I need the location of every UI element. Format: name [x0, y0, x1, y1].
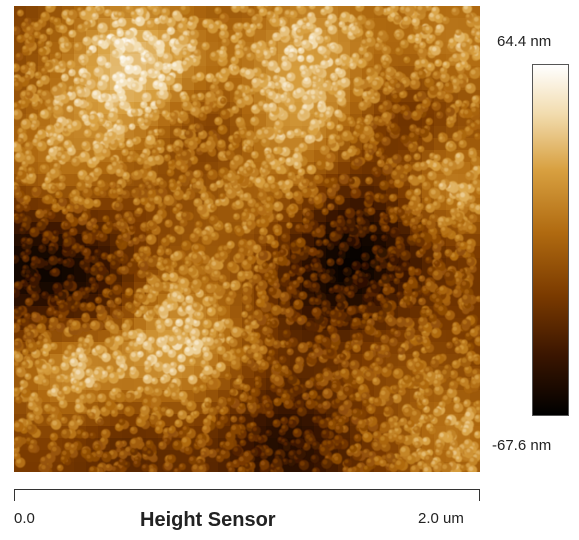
scale-bar-line [14, 489, 480, 490]
colorbar-min-label: -67.6 nm [492, 437, 552, 454]
scale-bar-tick-start [14, 489, 15, 501]
colorbar-max-label: 64.4 nm [497, 33, 552, 50]
colorbar-gradient [533, 65, 568, 415]
scale-start-label: 0.0 [14, 510, 35, 527]
channel-title: Height Sensor [140, 509, 276, 531]
colorbar [532, 64, 569, 416]
scale-end-label: 2.0 um [418, 510, 464, 527]
scale-bar-tick-end [479, 489, 480, 501]
scale-bar [14, 489, 480, 503]
afm-height-image [14, 6, 480, 472]
